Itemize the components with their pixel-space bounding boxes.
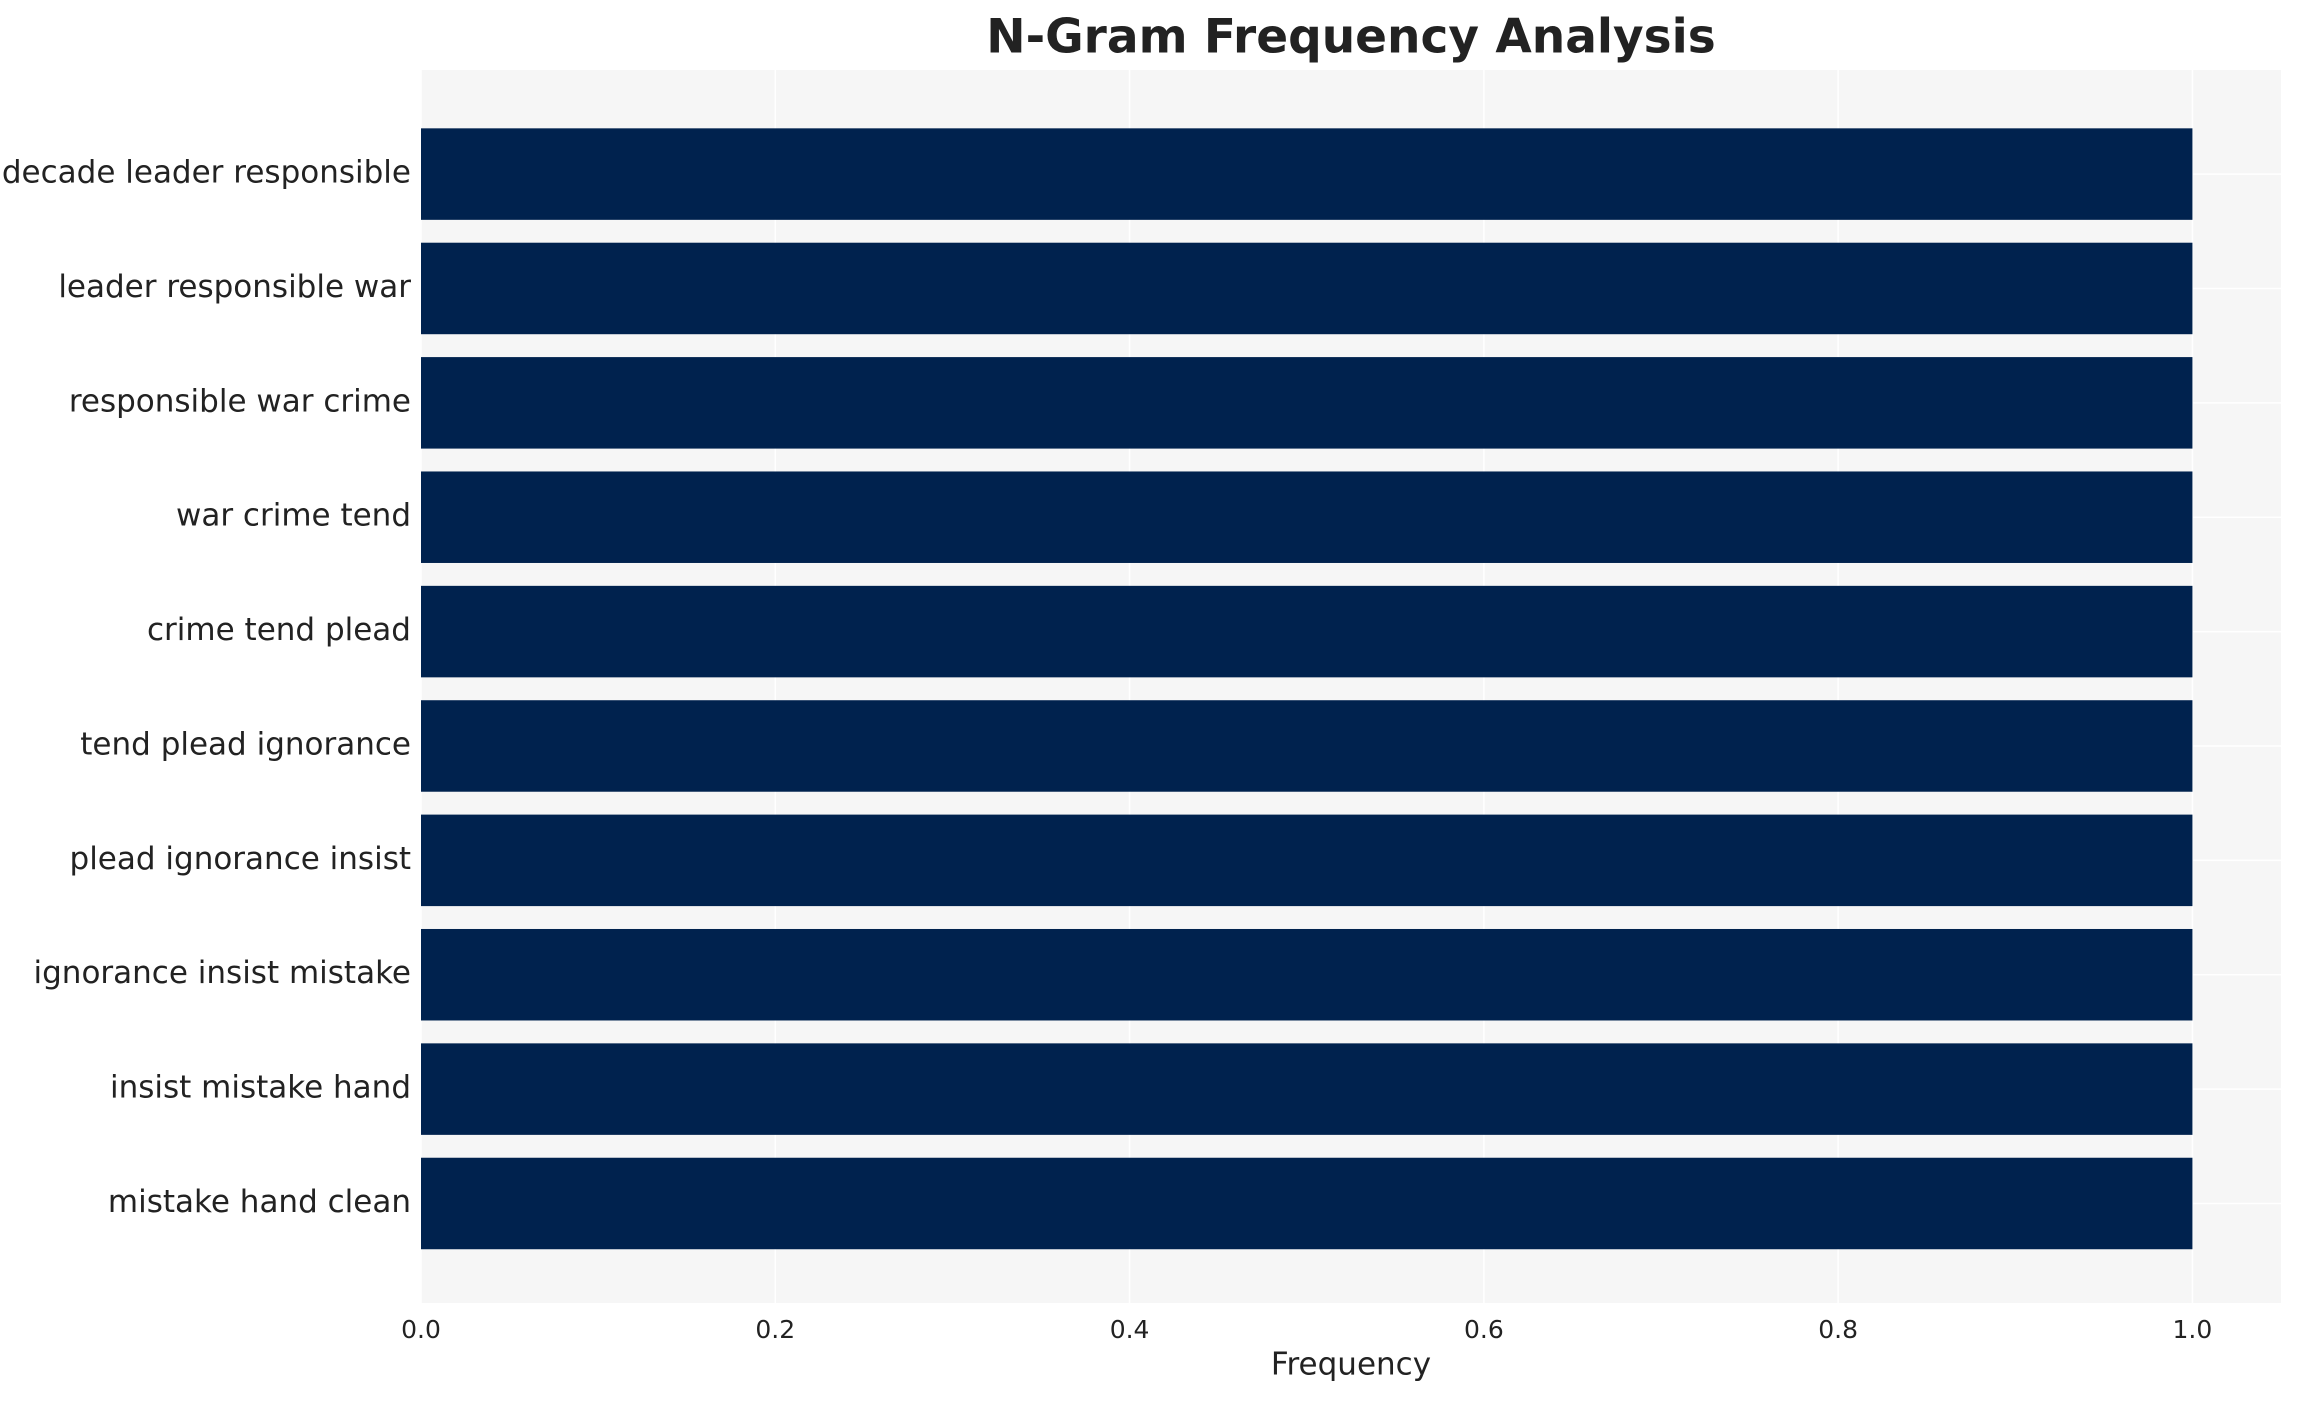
x-tick-label: 0.6 [1464,1315,1504,1344]
x-tick-label: 0.2 [755,1315,795,1344]
bar [421,242,2193,335]
x-tick-label: 0.8 [1818,1315,1858,1344]
bar [421,128,2193,220]
y-tick-label: insist mistake hand [110,1070,411,1106]
bar [421,585,2193,678]
y-tick-label: crime tend plead [147,612,411,648]
y-tick-label: plead ignorance insist [70,841,411,877]
bar [421,1157,2193,1250]
y-tick-label: mistake hand clean [108,1184,411,1220]
x-axis-label: Frequency [1271,1347,1431,1383]
y-tick-label: war crime tend [176,498,411,534]
y-tick-label: decade leader responsible [2,155,411,191]
x-tick-label: 1.0 [2173,1315,2213,1344]
y-tick-label: responsible war crime [69,383,411,419]
chart-title: N-Gram Frequency Analysis [986,10,1715,65]
bar [421,1043,2193,1135]
bar [421,700,2193,792]
bar [421,928,2193,1021]
x-tick-label: 0.4 [1110,1315,1150,1344]
bar [421,357,2193,449]
y-tick-label: ignorance insist mistake [34,955,411,991]
y-tick-label: leader responsible war [58,269,411,305]
bar [421,814,2193,907]
x-tick-label: 0.0 [401,1315,441,1344]
bar [421,471,2193,563]
y-tick-label: tend plead ignorance [80,726,411,762]
